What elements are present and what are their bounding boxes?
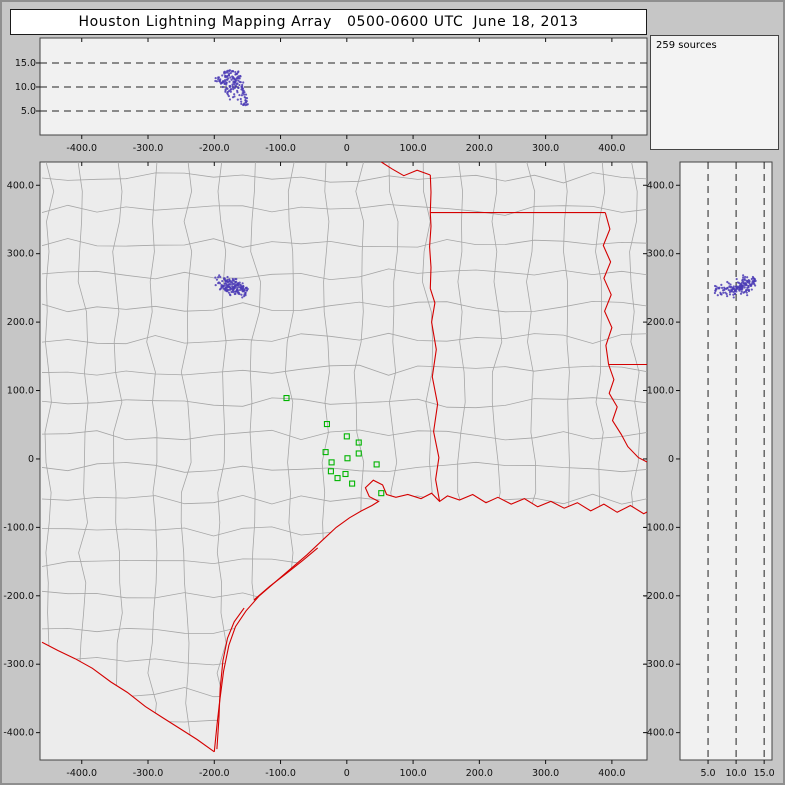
page-title: Houston Lightning Mapping Array 0500-060… — [10, 9, 647, 35]
tick-label: 100.0 — [647, 386, 674, 397]
tick-label: 200.0 — [466, 143, 493, 154]
tick-label: -400.0 — [3, 728, 34, 739]
rio-grande — [41, 641, 215, 753]
tick-label: 15.0 — [754, 768, 775, 779]
ns-axis-ticks: 400.0 300.0 200.0 100.0 0 -100.0 -200.0 -300.0 -… — [3, 180, 647, 739]
ew-axis-ticks: -400.0 -300.0 -200.0 -100.0 0 100.0 200.0 300.0… — [66, 162, 625, 779]
tick-label: 5.0 — [21, 106, 36, 117]
tick-label: -100.0 — [265, 768, 296, 779]
tx-ar-border — [429, 174, 432, 289]
tick-label: 5.0 — [700, 768, 715, 779]
tick-label: 300.0 — [7, 249, 34, 260]
lightning-sources — [214, 69, 249, 107]
tick-label: -400.0 — [66, 143, 97, 154]
tick-label: 0 — [668, 454, 674, 465]
tick-label: -100.0 — [265, 143, 296, 154]
tick-label: -200.0 — [199, 768, 230, 779]
state-borders — [41, 162, 647, 753]
tick-label: 10.0 — [15, 82, 36, 93]
tick-label: -300.0 — [133, 768, 164, 779]
tick-label: 200.0 — [466, 768, 493, 779]
source-count-panel: 259 sources — [650, 35, 779, 150]
tick-label: 200.0 — [647, 317, 674, 328]
tick-label: 400.0 — [7, 180, 34, 191]
tick-label: -100.0 — [3, 522, 34, 533]
tick-label: 300.0 — [647, 249, 674, 260]
altitude-gridlines: 5.0 10.0 15.0 — [700, 162, 775, 779]
lightning-sources — [214, 274, 249, 299]
tick-label: -200.0 — [643, 591, 674, 602]
matagorda-island — [253, 547, 319, 601]
ew-axis-ticks: -400.0 -300.0 -200.0 -100.0 0 100.0 200.0 300.0… — [66, 38, 625, 154]
tick-label: 10.0 — [726, 768, 747, 779]
tick-label: -300.0 — [133, 143, 164, 154]
tick-label: 400.0 — [598, 768, 625, 779]
tick-label: 100.0 — [399, 768, 426, 779]
tick-label: -400.0 — [66, 768, 97, 779]
padre-island — [216, 607, 245, 750]
tick-label: 100.0 — [7, 386, 34, 397]
mississippi-lower — [608, 364, 647, 463]
sabine-river — [429, 288, 441, 502]
station-markers — [283, 395, 385, 497]
tick-label: 200.0 — [7, 317, 34, 328]
tick-label: 0 — [28, 454, 34, 465]
tick-label: 15.0 — [15, 58, 36, 69]
altitude-gridlines: 5.0 10.0 15.0 — [15, 58, 647, 117]
mississippi-river — [602, 212, 613, 365]
tick-label: -300.0 — [643, 659, 674, 670]
altitude-ew-panel: 5.0 10.0 15.0 -400.0 -300.0 -200.0 -100.0 0 100.… — [15, 37, 648, 154]
tick-label: 0 — [344, 768, 350, 779]
tick-label: 300.0 — [532, 143, 559, 154]
ns-axis-ticks: 400.0 300.0 200.0 100.0 0 -100.0 -200.0 -300.0 -… — [643, 180, 680, 739]
tick-label: -200.0 — [3, 591, 34, 602]
tick-label: -300.0 — [3, 659, 34, 670]
red-river — [381, 162, 431, 177]
source-count-label: 259 sources — [656, 40, 717, 51]
tick-label: 0 — [344, 143, 350, 154]
tick-label: 300.0 — [532, 768, 559, 779]
tick-label: -100.0 — [643, 522, 674, 533]
plan-view-map-panel: -400.0 -300.0 -200.0 -100.0 0 100.0 200.0 300.0… — [3, 161, 648, 779]
altitude-ns-panel: 5.0 10.0 15.0 400.0 300.0 200.0 100.0 0 -100.0 -2… — [643, 161, 775, 779]
tick-label: -400.0 — [643, 728, 674, 739]
tick-label: -200.0 — [199, 143, 230, 154]
tick-label: 400.0 — [598, 143, 625, 154]
lightning-sources — [713, 274, 757, 299]
tick-label: 400.0 — [647, 180, 674, 191]
tick-label: 100.0 — [399, 143, 426, 154]
